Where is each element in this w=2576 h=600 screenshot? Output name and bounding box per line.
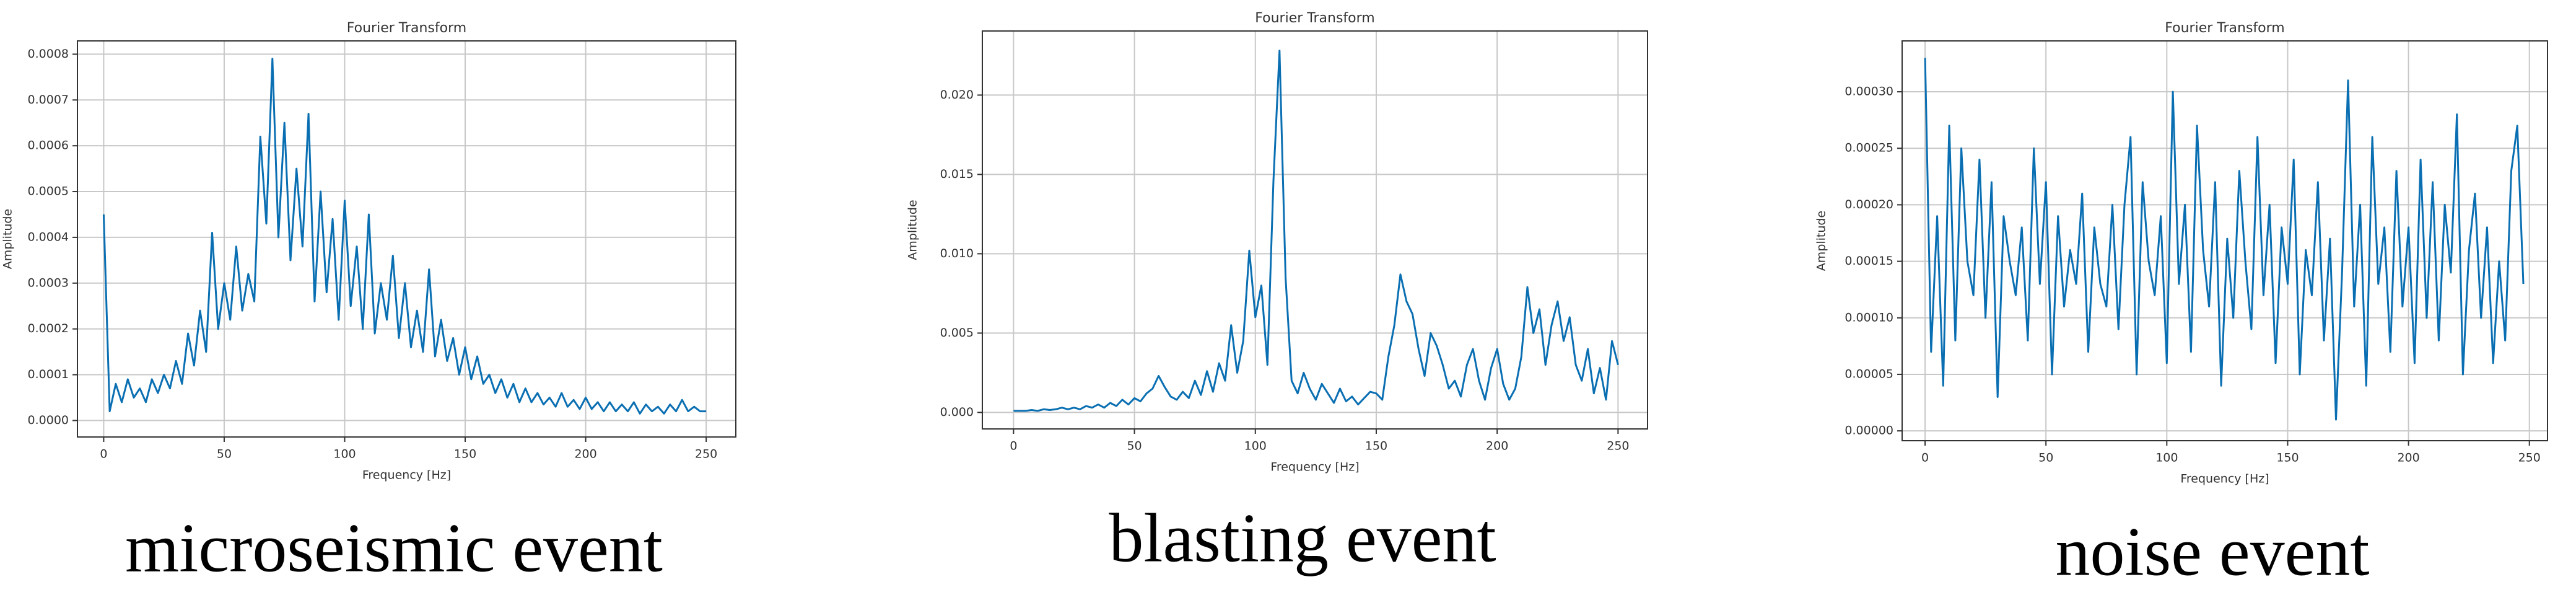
y-axis-label: Amplitude [1, 209, 15, 269]
chart-title: Fourier Transform [347, 20, 466, 36]
y-tick-label: 0.0004 [28, 230, 69, 244]
x-tick-label: 250 [1607, 439, 1629, 453]
spectrum-line [1013, 50, 1619, 412]
y-tick-label: 0.005 [940, 326, 974, 340]
y-tick-label: 0.0000 [28, 413, 69, 427]
chart-title: Fourier Transform [1255, 11, 1374, 26]
y-tick-label: 0.00010 [1845, 311, 1893, 324]
x-axis-label: Frequency [Hz] [1270, 461, 1359, 474]
x-tick-label: 100 [1244, 439, 1267, 453]
y-tick-label: 0.020 [940, 88, 974, 102]
x-tick-label: 50 [217, 448, 232, 461]
x-tick-label: 100 [333, 448, 356, 461]
x-tick-label: 150 [454, 448, 476, 461]
y-tick-label: 0.0008 [28, 47, 69, 61]
x-tick-label: 50 [1127, 439, 1142, 453]
y-tick-label: 0.00020 [1845, 198, 1893, 211]
y-tick-label: 0.015 [940, 167, 974, 181]
y-tick-label: 0.0003 [28, 276, 69, 289]
x-tick-label: 250 [2518, 451, 2541, 465]
spectrum-line [1924, 58, 2525, 421]
y-tick-label: 0.0001 [28, 368, 69, 381]
y-axis-label: Amplitude [906, 200, 920, 260]
y-tick-label: 0.00000 [1845, 424, 1893, 438]
x-tick-label: 150 [2276, 451, 2299, 465]
y-tick-label: 0.0002 [28, 322, 69, 335]
x-tick-label: 200 [2397, 451, 2419, 465]
y-tick-label: 0.000 [940, 405, 974, 419]
x-axis-label: Frequency [Hz] [2180, 472, 2269, 486]
x-tick-label: 250 [695, 448, 717, 461]
y-axis-label: Amplitude [1815, 211, 1828, 271]
plot-frame [1901, 40, 2548, 441]
y-tick-label: 0.0005 [28, 185, 69, 198]
y-tick-label: 0.010 [940, 247, 974, 260]
x-tick-label: 200 [574, 448, 596, 461]
x-tick-label: 100 [2155, 451, 2178, 465]
plot-frame [77, 40, 736, 438]
plot-frame [982, 30, 1648, 430]
y-tick-label: 0.00030 [1845, 85, 1893, 99]
y-tick-label: 0.00005 [1845, 367, 1893, 381]
x-axis-label: Frequency [Hz] [362, 469, 451, 482]
x-tick-label: 50 [2038, 451, 2053, 465]
y-tick-label: 0.00025 [1845, 141, 1893, 155]
x-tick-label: 0 [1010, 439, 1017, 453]
x-tick-label: 0 [1921, 451, 1929, 465]
caption: microseismic event [125, 510, 663, 587]
caption: blasting event [1109, 500, 1496, 577]
y-tick-label: 0.00015 [1845, 254, 1893, 268]
x-tick-label: 200 [1486, 439, 1508, 453]
x-tick-label: 0 [100, 448, 107, 461]
chart-title: Fourier Transform [2165, 20, 2284, 36]
y-tick-label: 0.0007 [28, 93, 69, 107]
x-tick-label: 150 [1365, 439, 1387, 453]
spectrum-line [102, 58, 707, 415]
caption: noise event [2056, 514, 2370, 591]
y-tick-label: 0.0006 [28, 139, 69, 152]
